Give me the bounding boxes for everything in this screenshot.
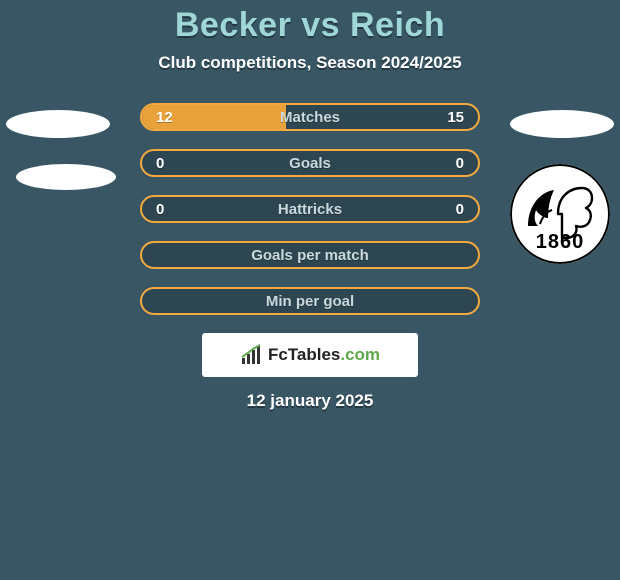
club-year: 1860 xyxy=(510,231,610,254)
stat-value-right: 0 xyxy=(444,155,464,172)
stat-row: Goals per match xyxy=(140,241,480,269)
comparison-card: Becker vs Reich Club competitions, Seaso… xyxy=(0,0,620,411)
stat-label: Hattricks xyxy=(142,201,478,218)
stats-table: 12Matches150Goals00Hattricks0Goals per m… xyxy=(140,103,480,315)
placeholder-badge xyxy=(16,164,116,190)
right-player-badges: 1860 xyxy=(500,110,620,350)
stat-label: Min per goal xyxy=(142,293,478,310)
stat-row: 12Matches15 xyxy=(140,103,480,131)
stat-value-right: 15 xyxy=(444,109,464,126)
stat-row: 0Goals0 xyxy=(140,149,480,177)
placeholder-badge xyxy=(6,110,110,138)
brand-text: FcTables.com xyxy=(268,345,380,365)
page-title: Becker vs Reich xyxy=(0,6,620,45)
brand-name: FcTables xyxy=(268,345,340,364)
stat-row: 0Hattricks0 xyxy=(140,195,480,223)
page-subtitle: Club competitions, Season 2024/2025 xyxy=(0,53,620,73)
stat-value-right: 0 xyxy=(444,201,464,218)
brand-badge[interactable]: FcTables.com xyxy=(202,333,418,377)
stat-label: Goals xyxy=(142,155,478,172)
stat-row: Min per goal xyxy=(140,287,480,315)
club-crest-1860: 1860 xyxy=(510,164,610,264)
placeholder-badge xyxy=(510,110,614,138)
left-player-badges xyxy=(0,110,120,350)
stat-label: Matches xyxy=(142,109,478,126)
brand-domain: .com xyxy=(340,345,380,364)
stat-label: Goals per match xyxy=(142,247,478,264)
snapshot-date: 12 january 2025 xyxy=(0,391,620,411)
chart-icon xyxy=(240,344,262,366)
